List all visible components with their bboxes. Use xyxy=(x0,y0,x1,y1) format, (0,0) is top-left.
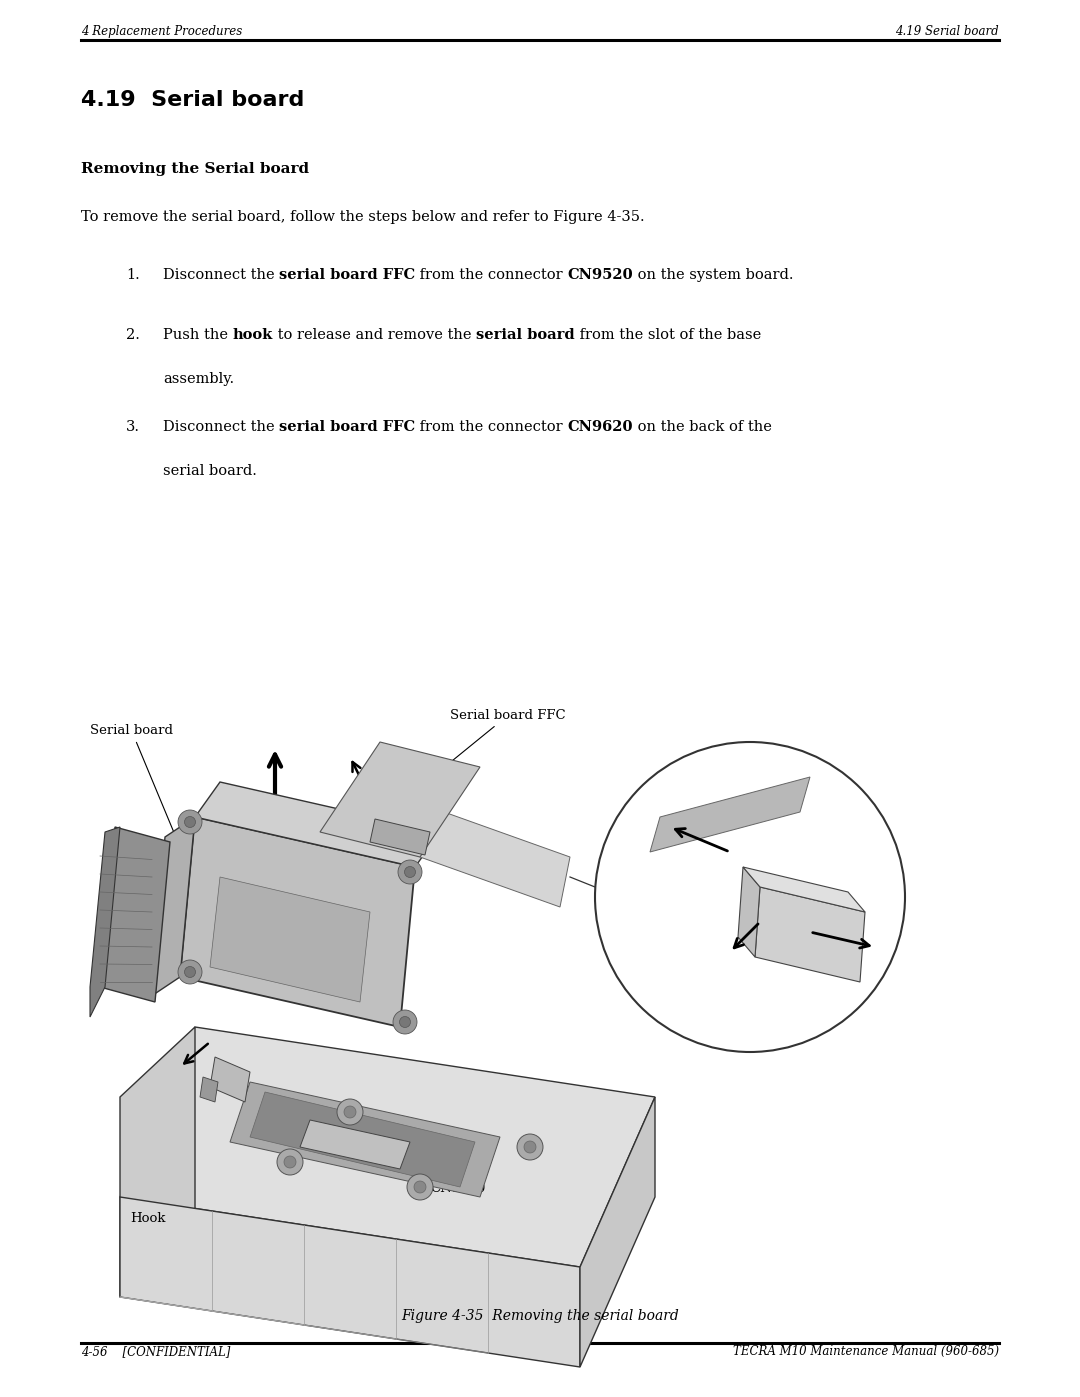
Polygon shape xyxy=(370,819,430,855)
Polygon shape xyxy=(210,877,370,1002)
Text: assembly.: assembly. xyxy=(163,372,234,386)
Text: 4-56    [CONFIDENTIAL]: 4-56 [CONFIDENTIAL] xyxy=(81,1345,230,1358)
Circle shape xyxy=(178,960,202,983)
Circle shape xyxy=(399,861,422,884)
Circle shape xyxy=(178,810,202,834)
Text: CN9620: CN9620 xyxy=(568,420,633,434)
Text: from the connector: from the connector xyxy=(416,420,568,434)
Text: Disconnect the: Disconnect the xyxy=(163,420,280,434)
Polygon shape xyxy=(120,1027,654,1267)
Circle shape xyxy=(185,816,195,827)
Polygon shape xyxy=(738,868,760,957)
Text: Figure 4-35  Removing the serial board: Figure 4-35 Removing the serial board xyxy=(401,1309,679,1323)
Circle shape xyxy=(517,1134,543,1160)
Circle shape xyxy=(393,1010,417,1034)
Polygon shape xyxy=(420,807,570,907)
Text: hook: hook xyxy=(232,328,273,342)
Text: Disconnect the: Disconnect the xyxy=(163,268,280,282)
Polygon shape xyxy=(249,1092,475,1187)
Text: 4.19 Serial board: 4.19 Serial board xyxy=(895,25,999,38)
Text: serial board: serial board xyxy=(476,328,575,342)
Text: 4.19  Serial board: 4.19 Serial board xyxy=(81,89,305,110)
Polygon shape xyxy=(210,1058,249,1102)
Text: 4 Replacement Procedures: 4 Replacement Procedures xyxy=(81,25,242,38)
Text: 3.: 3. xyxy=(126,420,140,434)
Polygon shape xyxy=(580,1097,654,1368)
Text: serial board FFC: serial board FFC xyxy=(280,420,416,434)
Circle shape xyxy=(400,1017,410,1028)
Polygon shape xyxy=(120,1197,580,1368)
Text: Removing the Serial board: Removing the Serial board xyxy=(81,162,309,176)
Text: To remove the serial board, follow the steps below and refer to Figure 4-35.: To remove the serial board, follow the s… xyxy=(81,210,645,224)
Text: 1.: 1. xyxy=(126,268,139,282)
Polygon shape xyxy=(180,817,415,1027)
Polygon shape xyxy=(743,868,865,912)
Polygon shape xyxy=(300,1120,410,1169)
Text: from the slot of the base: from the slot of the base xyxy=(575,328,761,342)
Text: CN9620: CN9620 xyxy=(760,1017,815,1030)
Text: to release and remove the: to release and remove the xyxy=(273,328,476,342)
Text: from the connector: from the connector xyxy=(416,268,568,282)
Circle shape xyxy=(345,1106,356,1118)
Text: on the system board.: on the system board. xyxy=(633,268,794,282)
Polygon shape xyxy=(230,1083,500,1197)
Circle shape xyxy=(337,1099,363,1125)
Polygon shape xyxy=(90,827,120,1017)
Text: Serial board: Serial board xyxy=(90,724,179,844)
Text: 2.: 2. xyxy=(126,328,140,342)
Text: serial board FFC: serial board FFC xyxy=(280,268,416,282)
Circle shape xyxy=(185,967,195,978)
Text: TECRA M10 Maintenance Manual (960-685): TECRA M10 Maintenance Manual (960-685) xyxy=(733,1345,999,1358)
Circle shape xyxy=(405,866,416,877)
Circle shape xyxy=(407,1173,433,1200)
Text: serial board.: serial board. xyxy=(163,464,257,478)
Circle shape xyxy=(414,1180,426,1193)
Polygon shape xyxy=(755,887,865,982)
Polygon shape xyxy=(120,1027,195,1296)
Text: Serial board FFC: Serial board FFC xyxy=(422,710,566,785)
Circle shape xyxy=(524,1141,536,1153)
Circle shape xyxy=(276,1148,303,1175)
Polygon shape xyxy=(195,782,440,868)
Text: CN9520: CN9520 xyxy=(403,1154,485,1194)
Circle shape xyxy=(284,1155,296,1168)
Text: Push the: Push the xyxy=(163,328,232,342)
Circle shape xyxy=(595,742,905,1052)
Polygon shape xyxy=(100,827,170,1002)
Polygon shape xyxy=(200,1077,218,1102)
Polygon shape xyxy=(320,742,480,856)
Text: Hook: Hook xyxy=(130,1213,165,1225)
Text: on the back of the: on the back of the xyxy=(633,420,772,434)
Polygon shape xyxy=(650,777,810,852)
Text: CN9520: CN9520 xyxy=(568,268,633,282)
Polygon shape xyxy=(150,817,195,997)
